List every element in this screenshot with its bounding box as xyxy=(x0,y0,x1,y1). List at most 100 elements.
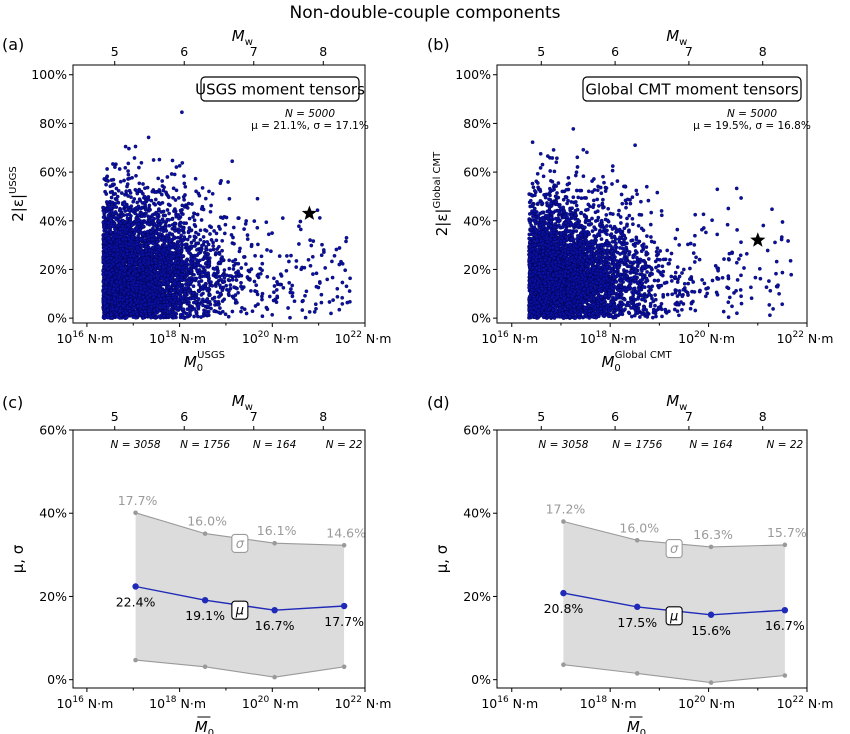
data-point xyxy=(131,199,136,204)
data-point xyxy=(110,316,114,320)
data-point xyxy=(185,314,190,319)
data-point xyxy=(153,311,157,316)
data-point xyxy=(231,259,235,264)
data-point xyxy=(218,227,222,231)
data-point xyxy=(150,189,155,194)
data-point xyxy=(223,312,228,317)
data-point xyxy=(147,241,152,245)
data-point xyxy=(126,172,131,177)
data-point xyxy=(297,242,301,246)
data-point xyxy=(111,162,115,166)
data-point xyxy=(285,254,289,258)
data-point xyxy=(132,293,136,298)
data-point xyxy=(137,217,141,222)
data-point xyxy=(114,269,119,273)
data-point xyxy=(204,245,209,249)
data-point xyxy=(170,158,175,163)
data-point xyxy=(193,262,197,267)
data-point xyxy=(150,213,155,217)
data-point xyxy=(240,305,244,310)
y-tick-label: 40% xyxy=(39,213,67,228)
data-point xyxy=(232,285,236,290)
data-point xyxy=(126,271,131,276)
data-point xyxy=(208,224,212,229)
data-point xyxy=(245,237,250,241)
data-point xyxy=(323,266,328,270)
data-point xyxy=(260,314,265,319)
data-point xyxy=(177,281,181,286)
data-point xyxy=(202,239,206,244)
data-point xyxy=(122,272,127,277)
data-point xyxy=(132,306,137,310)
data-point xyxy=(180,161,185,165)
data-point xyxy=(135,200,140,205)
data-point xyxy=(158,260,162,264)
top-axis-label: Mw xyxy=(232,27,253,48)
x-tick-label: 1022 N·m xyxy=(335,330,392,346)
data-point xyxy=(150,272,154,277)
data-point xyxy=(154,250,158,254)
data-point xyxy=(192,276,197,281)
data-point xyxy=(183,286,188,290)
data-point xyxy=(106,277,111,282)
data-point xyxy=(113,165,117,169)
data-point xyxy=(278,282,282,287)
data-point xyxy=(192,222,197,227)
data-point xyxy=(175,305,180,310)
data-point xyxy=(123,192,127,197)
data-point xyxy=(288,315,292,320)
data-point xyxy=(128,220,133,224)
data-point xyxy=(340,295,345,300)
data-point xyxy=(210,191,215,196)
data-point xyxy=(171,186,176,191)
data-point xyxy=(217,295,221,299)
data-point xyxy=(101,220,106,225)
data-point xyxy=(255,225,260,230)
data-point xyxy=(177,223,182,228)
data-point xyxy=(181,227,186,231)
data-point xyxy=(272,276,276,281)
data-point xyxy=(101,259,106,264)
data-point xyxy=(118,244,123,248)
data-point xyxy=(140,265,145,270)
data-point xyxy=(116,263,120,268)
data-point xyxy=(144,291,149,296)
data-point xyxy=(190,244,194,249)
data-point xyxy=(205,312,210,317)
data-point xyxy=(156,300,161,305)
data-point xyxy=(330,259,334,264)
data-point xyxy=(125,311,129,315)
data-point xyxy=(311,272,315,276)
data-point xyxy=(139,312,144,317)
data-point xyxy=(194,292,199,297)
data-point xyxy=(146,261,151,266)
data-point xyxy=(155,216,160,221)
data-point xyxy=(343,268,348,273)
figure-title: Non-double-couple components xyxy=(289,3,560,23)
data-point xyxy=(327,300,332,304)
data-point xyxy=(226,314,231,319)
data-point xyxy=(259,254,264,259)
data-point xyxy=(156,201,161,205)
data-point xyxy=(319,292,324,297)
data-point xyxy=(258,271,263,276)
data-point xyxy=(135,312,140,317)
data-point xyxy=(220,248,224,253)
data-point xyxy=(160,276,165,281)
data-point xyxy=(141,274,146,279)
data-point xyxy=(222,231,227,236)
y-tick-label: 100% xyxy=(31,67,67,82)
data-point xyxy=(227,258,232,263)
data-point xyxy=(204,298,209,302)
data-point xyxy=(172,288,176,293)
data-point xyxy=(115,248,120,252)
data-point xyxy=(172,221,177,226)
data-point xyxy=(166,202,171,207)
data-point xyxy=(195,212,200,217)
data-point xyxy=(175,285,180,289)
y-tick-label: 20% xyxy=(39,262,67,277)
data-point xyxy=(170,217,175,222)
data-point xyxy=(157,294,161,299)
data-point xyxy=(138,237,143,242)
data-point xyxy=(222,268,227,272)
